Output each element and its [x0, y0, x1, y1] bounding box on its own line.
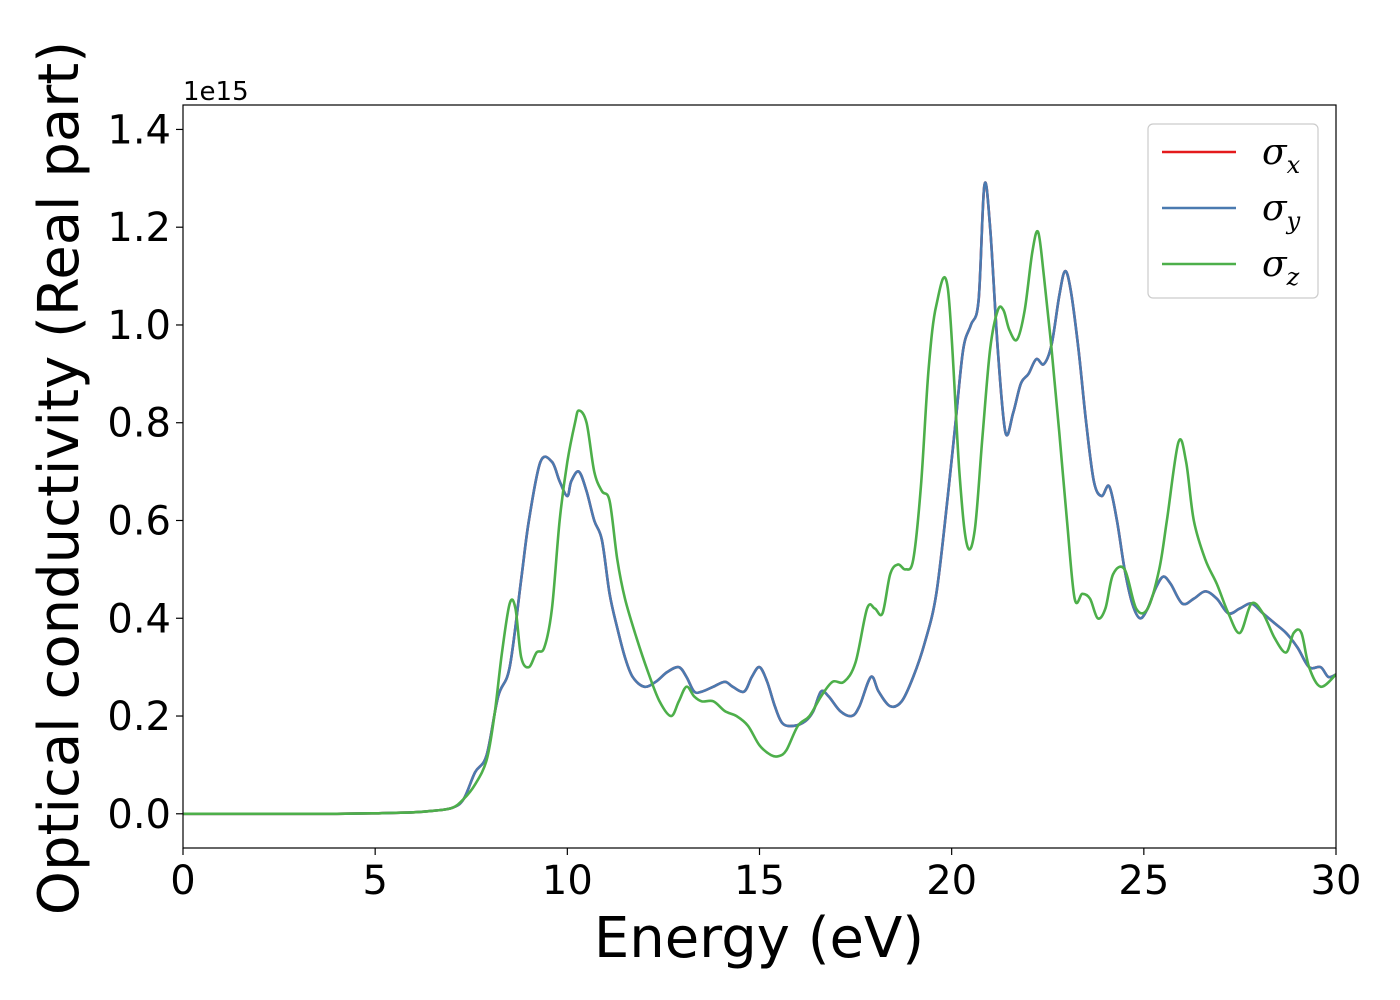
series-line-z	[183, 229, 1336, 816]
x-tick-label: 30	[1311, 858, 1362, 904]
legend-label-x: σx	[1262, 132, 1301, 179]
y-tick-label: 0.2	[107, 694, 171, 740]
x-tick-label: 0	[170, 858, 195, 904]
y-tick-label: 0.4	[107, 596, 171, 642]
legend-box	[1147, 123, 1319, 299]
y-axis-label: Optical conductivity (Real part)	[27, 41, 92, 915]
plot-area	[183, 181, 1336, 816]
y-tick-label: 1.0	[107, 303, 171, 349]
legend-label-z: σz	[1262, 244, 1300, 291]
y-tick-label: 0.6	[107, 498, 171, 544]
y-tick-label: 0.0	[107, 792, 171, 838]
legend: σx σy σz	[1147, 123, 1319, 299]
y-tick-label: 0.8	[107, 401, 171, 447]
x-tick-label: 15	[734, 858, 785, 904]
x-tick-label: 20	[926, 858, 977, 904]
x-tick-label: 10	[542, 858, 593, 904]
axes: 0 5 10 15 20 25 30 0.0 0.2 0.4 0.6 0.8 1.0 1.2 1.4	[107, 104, 1362, 904]
y-tick-label: 1.2	[107, 205, 171, 251]
legend-label-y: σy	[1262, 188, 1301, 235]
x-tick-label: 5	[362, 858, 387, 904]
x-tick-label: 25	[1118, 858, 1169, 904]
y-offset-label: 1e15	[183, 77, 249, 107]
x-axis-label: Energy (eV)	[594, 906, 924, 971]
y-tick-label: 1.4	[107, 107, 171, 153]
